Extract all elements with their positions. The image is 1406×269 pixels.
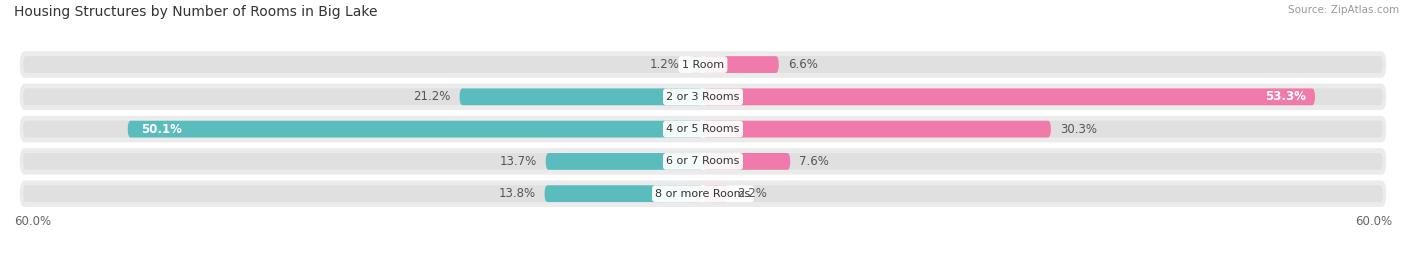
FancyBboxPatch shape [24, 185, 697, 202]
Text: 53.3%: 53.3% [1265, 90, 1306, 103]
FancyBboxPatch shape [709, 153, 1382, 170]
Text: 1.2%: 1.2% [650, 58, 681, 71]
FancyBboxPatch shape [703, 56, 779, 73]
Text: 13.7%: 13.7% [499, 155, 537, 168]
FancyBboxPatch shape [460, 89, 703, 105]
Text: Housing Structures by Number of Rooms in Big Lake: Housing Structures by Number of Rooms in… [14, 5, 378, 19]
FancyBboxPatch shape [546, 153, 703, 170]
FancyBboxPatch shape [20, 51, 1386, 78]
FancyBboxPatch shape [20, 180, 1386, 207]
FancyBboxPatch shape [689, 56, 703, 73]
FancyBboxPatch shape [703, 121, 1050, 137]
Text: 2.2%: 2.2% [738, 187, 768, 200]
FancyBboxPatch shape [709, 56, 1382, 73]
FancyBboxPatch shape [709, 121, 1382, 137]
FancyBboxPatch shape [709, 185, 1382, 202]
FancyBboxPatch shape [24, 153, 697, 170]
FancyBboxPatch shape [24, 89, 697, 105]
Text: 21.2%: 21.2% [413, 90, 450, 103]
FancyBboxPatch shape [24, 121, 697, 137]
Text: 13.8%: 13.8% [498, 187, 536, 200]
FancyBboxPatch shape [709, 89, 1382, 105]
Text: 60.0%: 60.0% [1355, 215, 1392, 228]
Text: Source: ZipAtlas.com: Source: ZipAtlas.com [1288, 5, 1399, 15]
FancyBboxPatch shape [20, 84, 1386, 110]
FancyBboxPatch shape [703, 89, 1315, 105]
FancyBboxPatch shape [703, 153, 790, 170]
FancyBboxPatch shape [128, 121, 703, 137]
Text: 8 or more Rooms: 8 or more Rooms [655, 189, 751, 199]
Text: 30.3%: 30.3% [1060, 123, 1097, 136]
FancyBboxPatch shape [20, 116, 1386, 142]
Text: 6.6%: 6.6% [787, 58, 818, 71]
Text: 6 or 7 Rooms: 6 or 7 Rooms [666, 156, 740, 167]
FancyBboxPatch shape [24, 56, 697, 73]
Text: 1 Room: 1 Room [682, 59, 724, 70]
Text: 60.0%: 60.0% [14, 215, 51, 228]
Text: 50.1%: 50.1% [142, 123, 183, 136]
Text: 2 or 3 Rooms: 2 or 3 Rooms [666, 92, 740, 102]
Text: 4 or 5 Rooms: 4 or 5 Rooms [666, 124, 740, 134]
FancyBboxPatch shape [544, 185, 703, 202]
FancyBboxPatch shape [703, 185, 728, 202]
FancyBboxPatch shape [20, 148, 1386, 175]
Text: 7.6%: 7.6% [800, 155, 830, 168]
